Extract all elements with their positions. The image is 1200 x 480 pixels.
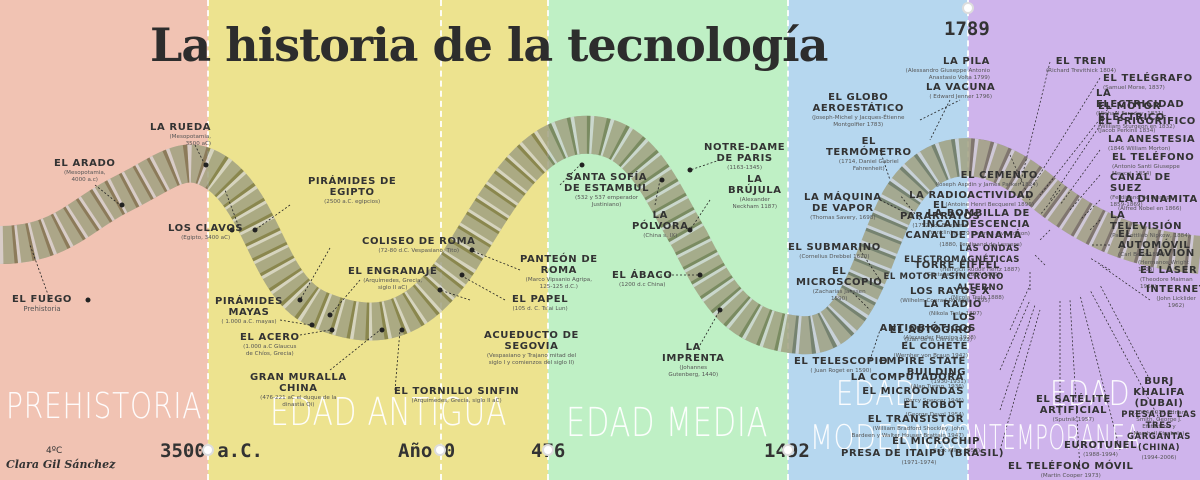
event-rayos-x: LOS RAYOS X (Wilhelm Conrad Röntgen 1895) bbox=[900, 286, 990, 304]
event-autogiro: EL AUTOGIRO (Juan de la Cierva 1923) bbox=[889, 325, 972, 343]
event-eurotunel: EUROTUNEL (1988-1994) bbox=[1064, 440, 1138, 458]
event-submarino: EL SUBMARINO (Cornelius Drebbel 1620) bbox=[788, 242, 881, 260]
divider-1789 bbox=[967, 0, 969, 480]
era-label-prehistoria: PREHISTORIA bbox=[6, 386, 203, 427]
divider-ano0 bbox=[440, 0, 442, 480]
event-brujula: LA BRÚJULA (Alexander Neckham 1187) bbox=[728, 174, 782, 210]
event-frigorifico: EL FRIGORÍFICO (Jacob Perkins 1834) bbox=[1098, 116, 1196, 134]
era-bg-edad-media bbox=[548, 0, 788, 480]
event-vacuna: LA VACUNA( Edward Jenner 1796) bbox=[926, 82, 996, 100]
marker-1789 bbox=[962, 2, 974, 14]
author-name: Clara Gil Sánchez bbox=[6, 458, 116, 471]
event-pararrayos: EL PARARRAYOS (1752 por Benjamin Franklin… bbox=[900, 200, 981, 236]
event-motor-asincrono: EL MOTOR ASÍNCRONO ALTERNO (Nicola Tesla … bbox=[883, 272, 1004, 301]
era-label-edad-moderna-2: MODERNA bbox=[810, 418, 953, 458]
event-microscopio: EL MICROSCOPIO (Zacharias Janssen 1590) bbox=[796, 266, 883, 302]
event-maquina-vapor: LA MÁQUINA DE VAPOR (Thomas Savery, 1698) bbox=[804, 192, 882, 221]
event-radioactividad: LA RADIOACTIVIDAD (Antoine Henri Becquere… bbox=[909, 190, 1034, 208]
event-microondas: EL MICROONDAS (Percy Spencer 1946) bbox=[862, 386, 964, 404]
event-dinamita: LA DINAMITA (Alfred Nobel en 1866) bbox=[1118, 194, 1198, 212]
event-internet: INTERNET(John Licklider 1962) bbox=[1146, 284, 1200, 309]
event-panteon: PANTEÓN DE ROMA (Marco Vipsanio Agripa, 1… bbox=[520, 254, 598, 290]
event-acero: EL ACERO (1.000 a.C Glaucus de Chíos, Gre… bbox=[240, 332, 300, 357]
marker-ano0 bbox=[434, 444, 446, 456]
event-satelite: EL SATÉLITE ARTIFICIAL (Sputnik 1957) bbox=[1036, 394, 1111, 423]
event-globo: EL GLOBO AEROESTÁTICO (Joseph-Michel y Ja… bbox=[812, 92, 905, 128]
event-canal-panama: CANAL DE PANAMÁ (1880, Ferdinand de Lesse… bbox=[905, 230, 1022, 248]
event-piramides-mayas: PIRÁMIDES MAYAS( 1.000 a.C. mayas) bbox=[215, 296, 283, 325]
event-muralla: GRAN MURALLA CHINA (476-221 aC el duque d… bbox=[250, 372, 347, 408]
event-laser: EL LÁSER (Theodore Maiman 1960) bbox=[1140, 265, 1198, 290]
event-fuego: EL FUEGO Prehistoria bbox=[12, 294, 72, 313]
event-robot: EL ROBOT (George Devol 1954) bbox=[903, 400, 964, 418]
event-papel: EL PAPEL (105 d. C. Ts'ai Lun) bbox=[512, 294, 569, 312]
date-ano0: Año 0 bbox=[398, 440, 456, 462]
event-ondas: LAS ONDAS ELECTROMAGNÉTICAS (Heinrich Rud… bbox=[904, 244, 1020, 273]
event-telefono-movil: EL TELÉFONO MÓVIL (Martin Cooper 1973) bbox=[1008, 461, 1134, 479]
event-avion: EL AVIÓN (Hermanos Wright 1903) bbox=[1138, 248, 1195, 273]
event-engranaje: EL ENGRANAJE (Arquímedes, Grecia, siglo I… bbox=[348, 266, 438, 291]
event-pila: LA PILA (Alessandro Giuseppe Antonio Anas… bbox=[905, 56, 990, 81]
event-canal-suez: CANAL DE SUEZ (Ferdinand de Lesseps, 1859… bbox=[1110, 172, 1175, 208]
event-tres-gargantas: PRESA DE LAS TRES GARGANTAS (CHINA) (1994… bbox=[1121, 410, 1197, 461]
event-notre-dame: NOTRE-DAME DE PARIS (1163-1345) bbox=[704, 142, 786, 171]
event-clavos: LOS CLAVOS (Egipto, 3400 aC) bbox=[168, 223, 244, 241]
date-1789: 1789 bbox=[944, 18, 990, 40]
divider-1492 bbox=[787, 0, 789, 480]
event-computadora: LA COMPUTADORA (Alan Turing, 1936) bbox=[850, 372, 964, 390]
event-acueducto: ACUEDUCTO DE SEGOVIA (Vespasiano y Trajan… bbox=[484, 330, 579, 366]
event-motor-electrico: EL MOTOR ELÉCTRICO (William Sturgeon en 1… bbox=[1098, 101, 1175, 130]
event-anestesia: LA ANESTESIA (1846 William Morton) bbox=[1108, 134, 1196, 152]
author-grade: 4ºC bbox=[46, 446, 63, 456]
event-arado: EL ARADO (Mesopotamia, 4000 a.c) bbox=[54, 158, 116, 183]
event-bombilla: LA BOMBILLA DE INCANDESCENCIA (1879 Thoma… bbox=[922, 208, 1030, 237]
event-transistor: EL TRANSISTOR (William Bradford Shockley,… bbox=[851, 414, 964, 439]
marker-1492 bbox=[782, 444, 794, 456]
era-label-edad-contemporanea-1: EDAD bbox=[1050, 374, 1131, 414]
event-telescopio: EL TELESCOPIO( Juan Roget en 1590) bbox=[794, 356, 888, 374]
event-itaipu: PRESA DE ITAIPÚ (BRASIL) (1971-1974) bbox=[841, 448, 1004, 466]
era-label-edad-contemporanea-2: CONTEMPORÁNEA bbox=[940, 418, 1141, 458]
era-label-edad-antigua: EDAD ANTIGUA bbox=[270, 390, 508, 434]
event-santa-sofia: SANTA SOFÍA DE ESTAMBUL (532 y 537 empera… bbox=[564, 172, 650, 208]
event-electricidad: LA ELECTRICIDAD (Michael Faraday, 1831) bbox=[1096, 88, 1185, 117]
event-torre-eiffel: TORRE EIFFEL (Gustave Eiffel 1887-1889) bbox=[914, 260, 1000, 278]
divider-3500ac bbox=[207, 0, 209, 480]
event-cemento: EL CEMENTO (Joseph Aspdin y James Parker … bbox=[935, 170, 1038, 188]
era-label-edad-media: EDAD MEDIA bbox=[566, 400, 769, 446]
event-imprenta: LA IMPRENTA (Johannes Gutenberg, 1440) bbox=[662, 342, 725, 378]
event-antibioticos: LOS ANTIOBIÓTICOS (Alexander Fleming 1928… bbox=[879, 312, 976, 341]
event-tornillo: EL TORNILLO SINFIN (Arquímedes, Grecia, s… bbox=[394, 386, 520, 404]
event-coliseo: COLISEO DE ROMA (72-80 d.C. Vespasiano, T… bbox=[362, 236, 476, 254]
divider-476 bbox=[547, 0, 549, 480]
event-termometro: EL TERMÓMETRO (1714, Daniel Gabriel Fahre… bbox=[826, 136, 912, 172]
event-telegrafo: EL TELÉGRAFO (Samuel Morse, 1837) bbox=[1103, 73, 1193, 91]
marker-3500ac bbox=[202, 444, 214, 456]
event-piramides-egipto: PIRÁMIDES DE EGIPTO (2500 a.C. egipcios) bbox=[308, 176, 397, 205]
event-television: LA TELEVISIÓN (Paul Gottlieb Nipkow, 1884… bbox=[1110, 210, 1190, 239]
event-abaco: EL ÁBACO (1200 d.c China) bbox=[612, 270, 673, 288]
event-tren: EL TREN (Richard Trevithick 1804) bbox=[1046, 56, 1117, 74]
event-burj-khalifa: BURJ KHALIFA (DUBAI) (2004-2010 Adrian Sm… bbox=[1132, 376, 1186, 437]
event-automovil: EL AUTOMÓVIL (Carl Benz 1886) bbox=[1118, 229, 1191, 258]
event-radio: LA RADIO (Nikola Tesla 1897) bbox=[923, 299, 982, 317]
event-empire-state: EMPIRE STATE BUILDING (1930-1931) bbox=[879, 356, 966, 385]
event-telefono: EL TELÉFONO (Antonio Santi Giuseppe Meucc… bbox=[1112, 152, 1195, 177]
event-microchip: EL MICROCHIP (Jack Kilby 1958) bbox=[892, 436, 980, 454]
page-title: La historia de la tecnología bbox=[150, 18, 828, 72]
event-cohete: EL COHETE (Wernher von Braun 1942) bbox=[893, 341, 968, 359]
era-label-edad-moderna-1: EDAD bbox=[836, 374, 917, 414]
marker-476 bbox=[542, 444, 554, 456]
event-polvora: LA PÓLVORA (China s. IX) bbox=[632, 210, 689, 239]
event-rueda: LA RUEDA (Mesopotamia, 3500 aC) bbox=[150, 122, 212, 147]
